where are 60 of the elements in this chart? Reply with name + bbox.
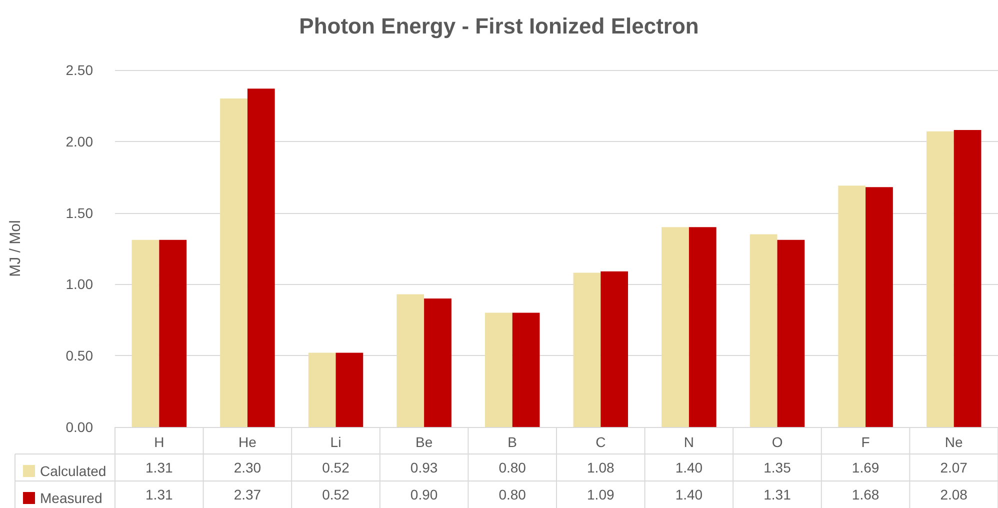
- bar: [247, 88, 275, 427]
- bar: [159, 240, 187, 427]
- x-tick-label: Li: [330, 434, 342, 450]
- legend-label: Measured: [40, 490, 102, 506]
- y-tick-label: 2.50: [66, 62, 94, 78]
- bar: [336, 352, 364, 427]
- data-label: 2.07: [940, 460, 968, 476]
- bar: [688, 227, 716, 427]
- y-tick-label: 1.50: [66, 204, 94, 221]
- x-tick-label: B: [508, 434, 518, 450]
- y-axis-title: MJ / Mol: [7, 220, 24, 277]
- data-label: 1.40: [675, 486, 703, 502]
- x-tick-label: Be: [415, 434, 433, 450]
- bar: [600, 271, 628, 427]
- data-label: 0.80: [498, 486, 526, 502]
- bar: [424, 298, 452, 427]
- data-label: 1.68: [852, 486, 880, 502]
- data-label: 1.31: [146, 460, 173, 476]
- data-label: 1.31: [146, 486, 173, 502]
- data-label: 1.69: [852, 460, 880, 476]
- x-tick-label: F: [861, 434, 870, 450]
- bar: [777, 240, 805, 427]
- data-label: 0.52: [322, 460, 350, 476]
- data-label: 1.08: [587, 460, 614, 476]
- bar: [132, 240, 160, 427]
- data-label: 2.37: [234, 486, 262, 502]
- data-label: 0.52: [322, 486, 350, 502]
- data-label: 1.40: [675, 460, 703, 476]
- data-label: 1.09: [587, 486, 614, 502]
- x-tick-label: C: [596, 434, 606, 450]
- bar: [308, 352, 336, 427]
- data-label: 2.30: [234, 460, 262, 476]
- y-tick-label: 2.00: [66, 133, 94, 150]
- data-label: 1.31: [764, 486, 792, 502]
- legend-label: Calculated: [40, 463, 106, 479]
- x-tick-label: N: [684, 434, 694, 450]
- chart-title: Photon Energy - First Ionized Electron: [299, 14, 699, 38]
- data-label: 0.90: [410, 486, 438, 502]
- data-label: 1.35: [764, 460, 792, 476]
- bar: [866, 187, 893, 427]
- bar: [750, 234, 778, 427]
- bar: [512, 312, 540, 427]
- data-label: 2.08: [940, 486, 968, 502]
- x-tick-label: Ne: [944, 434, 964, 450]
- bar: [220, 98, 248, 427]
- data-label: 0.80: [498, 460, 526, 476]
- y-tick-label: 0.50: [66, 348, 94, 364]
- y-tick-label: 0.00: [66, 419, 94, 435]
- x-tick-label: H: [154, 434, 164, 450]
- bar: [396, 294, 424, 427]
- x-tick-label: He: [238, 434, 257, 450]
- bar: [954, 130, 982, 427]
- data-label: 0.93: [410, 460, 438, 476]
- y-tick-label: 1.00: [66, 276, 94, 292]
- x-tick-label: O: [772, 434, 783, 450]
- bar: [838, 186, 866, 427]
- bar: [573, 272, 601, 427]
- bar: [484, 312, 512, 427]
- bar: [662, 227, 689, 427]
- bar: [926, 131, 954, 427]
